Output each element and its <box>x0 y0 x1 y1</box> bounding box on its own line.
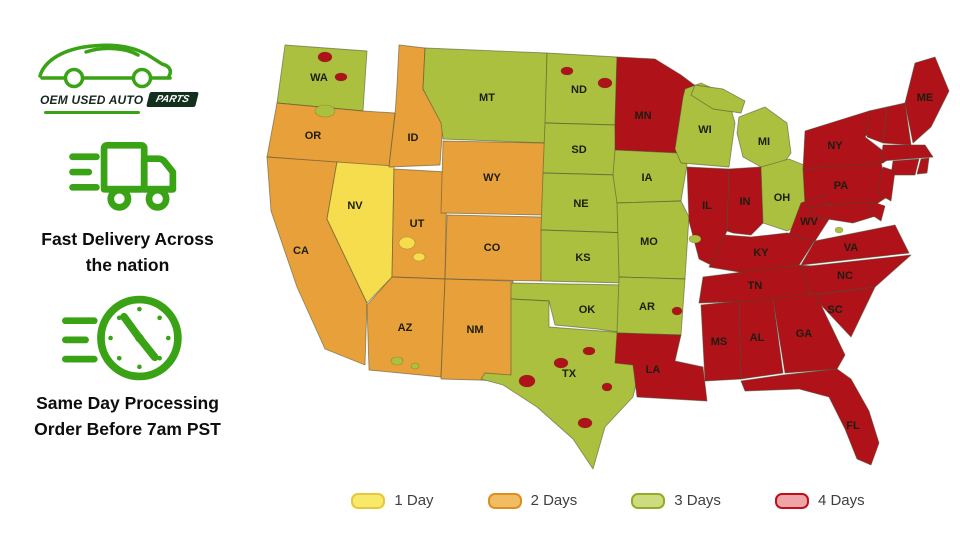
map-patch <box>582 346 596 356</box>
state-fl <box>740 368 880 466</box>
map-patch <box>317 51 333 63</box>
state-de <box>868 201 886 222</box>
clock-icon <box>62 288 188 388</box>
state-md <box>806 201 880 224</box>
map-patch <box>671 306 683 316</box>
legend-swatch-3days <box>631 492 666 509</box>
legend-swatch-2days <box>487 492 522 509</box>
fast-delivery-line2: the nation <box>85 255 170 276</box>
map-patch <box>334 72 348 82</box>
state-co <box>444 214 544 282</box>
state-tx <box>480 298 642 470</box>
map-patch <box>412 252 426 262</box>
legend-label-2days: 2 Days <box>530 492 578 509</box>
state-nd <box>544 52 618 126</box>
state-ms <box>700 300 742 382</box>
state-ia <box>612 149 688 204</box>
state-az <box>366 276 446 378</box>
map-patch <box>518 374 536 388</box>
state-mt <box>422 47 548 144</box>
map-patch <box>390 356 404 366</box>
state-mi <box>736 106 792 168</box>
map-patch <box>688 234 702 244</box>
state-ga <box>772 292 846 374</box>
legend-swatch-4days <box>774 492 809 509</box>
logo-text: OEM USED AUTO <box>40 92 144 107</box>
map-patch <box>553 357 569 369</box>
legend-swatch-1day <box>351 492 386 509</box>
legend-item-1day: 1 Day <box>351 492 434 509</box>
same-day-line2: Order Before 7am PST <box>34 419 221 440</box>
legend: 1 Day 2 Days 3 Days 4 Days <box>260 492 956 509</box>
map-patch <box>597 77 613 89</box>
state-sd <box>542 122 618 176</box>
us-map-svg: WA OR CA NV ID MT WY UT CO AZ NM ND SD N… <box>266 44 950 470</box>
map-patches <box>314 51 844 429</box>
map-patch <box>601 382 613 392</box>
state-ut <box>391 168 448 280</box>
logo-swoosh <box>44 111 140 114</box>
state-me <box>904 56 950 144</box>
map-patch <box>577 417 593 429</box>
fast-delivery-text: Fast Delivery Across the nation <box>0 226 255 279</box>
map-patch <box>560 66 574 76</box>
legend-label-4days: 4 Days <box>817 492 865 509</box>
state-ks <box>540 229 630 284</box>
state-wy <box>440 140 546 216</box>
us-shipping-map: WA OR CA NV ID MT WY UT CO AZ NM ND SD N… <box>252 25 958 475</box>
car-logo-icon <box>38 43 173 89</box>
state-la <box>614 332 708 402</box>
state-mi-upper <box>690 84 746 114</box>
delivery-truck-icon <box>68 130 186 216</box>
state-mo <box>616 200 690 280</box>
left-panel: OEM USED AUTO PARTS Fast Delivery Across… <box>0 0 255 540</box>
logo-badge: PARTS <box>146 92 200 107</box>
legend-item-2days: 2 Days <box>487 492 578 509</box>
logo: OEM USED AUTO PARTS <box>34 38 204 114</box>
map-patch <box>398 236 416 250</box>
fast-delivery-line1: Fast Delivery Across <box>41 229 214 249</box>
legend-label-1day: 1 Day <box>394 492 434 509</box>
state-ma <box>880 144 934 162</box>
state-ar <box>616 276 686 336</box>
legend-item-3days: 3 Days <box>631 492 721 509</box>
same-day-text: Same Day Processing Order Before 7am PST <box>0 390 255 443</box>
legend-label-3days: 3 Days <box>674 492 721 509</box>
legend-item-4days: 4 Days <box>774 492 865 509</box>
state-nj <box>876 166 896 202</box>
map-patch <box>314 104 336 118</box>
state-nv <box>326 161 395 304</box>
state-in <box>726 166 764 236</box>
map-patch <box>834 226 844 234</box>
state-va <box>800 224 910 266</box>
same-day-line1: Same Day Processing <box>36 393 219 413</box>
state-nm <box>440 278 514 382</box>
map-patch <box>410 362 420 370</box>
state-ri <box>916 157 930 175</box>
